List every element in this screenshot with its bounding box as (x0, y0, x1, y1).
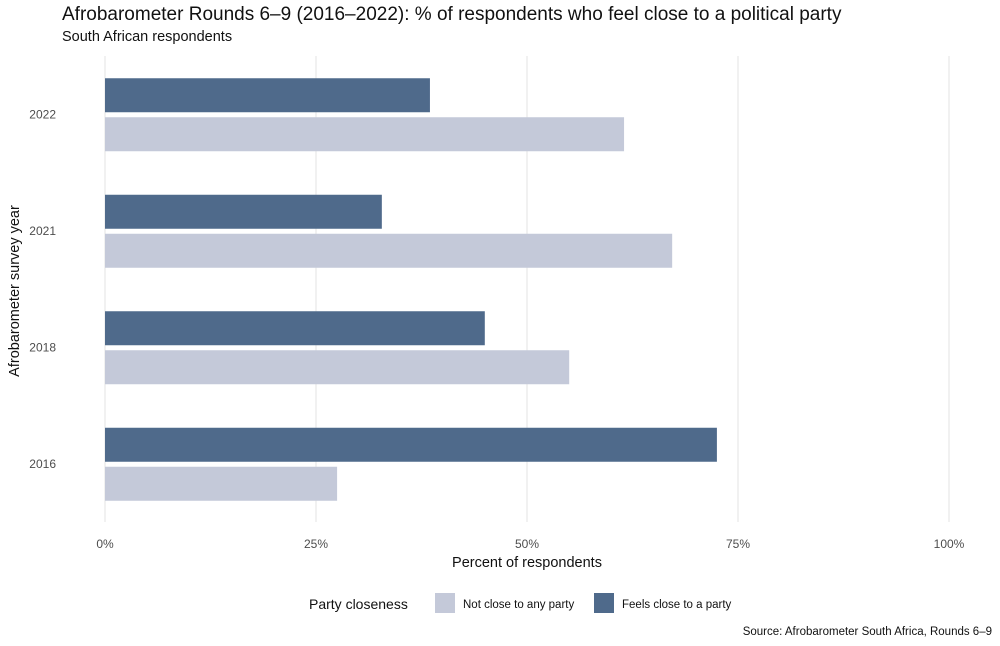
bar (105, 78, 430, 113)
chart-subtitle: South African respondents (62, 29, 233, 45)
x-tick-label: 75% (726, 537, 750, 551)
legend-label: Feels close to a party (622, 599, 732, 611)
legend-swatch (435, 593, 455, 613)
bar (105, 311, 485, 346)
x-axis-title: Percent of respondents (452, 555, 602, 571)
source-note: Source: Afrobarometer South Africa, Roun… (742, 626, 992, 638)
y-tick-label: 2016 (29, 457, 56, 471)
bar (105, 427, 717, 462)
bar (105, 233, 673, 268)
x-tick-label: 25% (304, 537, 328, 551)
y-tick-label: 2021 (29, 224, 56, 238)
x-tick-label: 50% (515, 537, 539, 551)
bar (105, 117, 625, 152)
legend: Party closeness Not close to any party Fe… (309, 593, 732, 613)
x-tick-label: 100% (934, 537, 965, 551)
bar (105, 466, 338, 501)
bar (105, 194, 382, 229)
legend-label: Not close to any party (463, 599, 574, 611)
legend-swatch (594, 593, 614, 613)
bars (105, 78, 717, 501)
y-tick-label: 2022 (29, 107, 56, 121)
chart-title: Afrobarometer Rounds 6–9 (2016–2022): % … (62, 4, 842, 25)
y-axis-ticks: 2016 2018 2021 2022 (29, 107, 56, 471)
x-axis-ticks: 0% 25% 50% 75% 100% (96, 537, 964, 551)
y-tick-label: 2018 (29, 340, 56, 354)
y-axis-title: Afrobarometer survey year (7, 205, 23, 377)
bar (105, 350, 570, 385)
legend-title: Party closeness (309, 596, 408, 612)
x-tick-label: 0% (96, 537, 114, 551)
